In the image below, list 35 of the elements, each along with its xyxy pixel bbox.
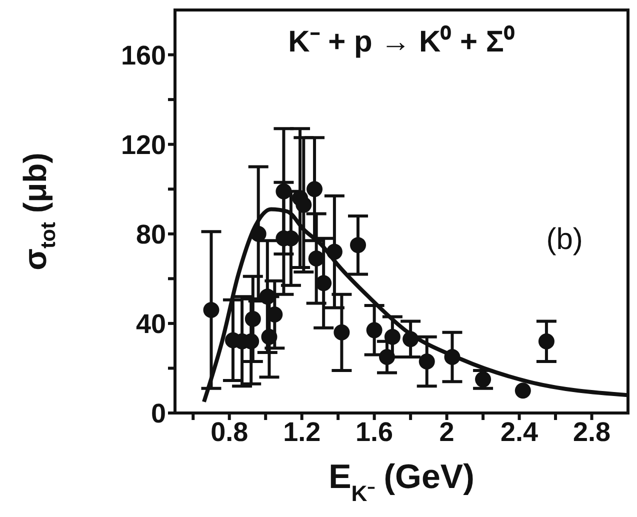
point bbox=[514, 382, 531, 399]
point bbox=[326, 244, 342, 260]
annotation: (b) bbox=[546, 222, 583, 257]
point bbox=[203, 302, 220, 318]
point bbox=[379, 349, 396, 366]
y-tick-label: 40 bbox=[136, 309, 166, 340]
point bbox=[244, 310, 261, 327]
point bbox=[316, 275, 332, 292]
x-tick-label: 0.8 bbox=[210, 417, 248, 448]
point bbox=[261, 328, 278, 345]
point bbox=[418, 354, 435, 370]
y-tick-label: 160 bbox=[120, 40, 166, 70]
x-axis-title: E$_{K⁻}$ (GeV) bbox=[328, 458, 474, 506]
point bbox=[308, 250, 324, 267]
point bbox=[250, 226, 266, 242]
point bbox=[350, 237, 366, 254]
point bbox=[296, 196, 312, 213]
x-tick-label: 2.4 bbox=[500, 417, 538, 448]
x-tick-label: 1.6 bbox=[356, 417, 394, 448]
y-tick-label: 120 bbox=[120, 130, 166, 160]
annotation: K⁻ + p → K⁰ + Σ⁰ bbox=[288, 24, 515, 60]
point bbox=[366, 322, 382, 338]
point bbox=[306, 181, 323, 198]
point bbox=[259, 288, 276, 305]
y-tick-label: 80 bbox=[136, 219, 166, 250]
point bbox=[276, 183, 292, 200]
point bbox=[334, 324, 350, 340]
x-tick-label: 1.2 bbox=[283, 417, 321, 448]
y-tick-label: 0 bbox=[150, 398, 166, 429]
point bbox=[538, 333, 554, 350]
point bbox=[402, 331, 419, 348]
point bbox=[384, 328, 400, 345]
x-tick-label: 2.8 bbox=[572, 417, 611, 448]
x-tick-label: 2 bbox=[439, 417, 454, 448]
point bbox=[444, 349, 460, 366]
